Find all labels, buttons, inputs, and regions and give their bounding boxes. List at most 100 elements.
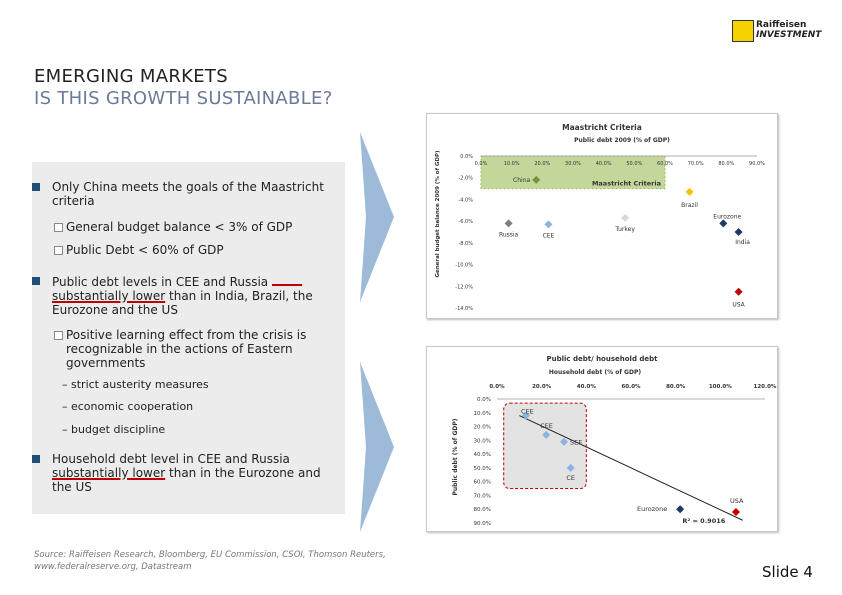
- cee-highlight-region: [503, 402, 587, 490]
- point-label: Eurozone: [713, 213, 741, 220]
- y-tick-label: 80.0%: [474, 507, 491, 513]
- sub-bullet-marker: [54, 331, 63, 340]
- x-tick-label: 60.0%: [621, 384, 641, 390]
- bullet-2: Public debt levels in CEE and Russia sub…: [52, 274, 342, 317]
- y-tick-label: 50.0%: [474, 466, 491, 472]
- x-tick-label: 40.0%: [577, 384, 597, 390]
- x-tick-label: 100.0%: [709, 384, 732, 390]
- x-tick-label: 90.0%: [749, 161, 765, 167]
- point-label: Eurozone: [637, 505, 667, 513]
- point-label: USA: [732, 302, 745, 309]
- dash-item-1: – strict austerity measures: [62, 378, 209, 391]
- y-axis-label: General budget balance 2009 (% of GDP): [435, 150, 441, 278]
- underline-gap: [272, 274, 302, 286]
- bullet-2-text-a: Public debt levels in CEE and Russia: [52, 275, 269, 289]
- sub-bullet-marker: [54, 246, 63, 255]
- point-label: SEE: [570, 439, 582, 447]
- debt-chart-frame: Public debt/ household debt Household de…: [426, 346, 778, 532]
- chart-title: Maastricht Criteria: [562, 123, 642, 132]
- slide-number: Slide 4: [762, 563, 813, 581]
- x-tick-label: 60.0%: [657, 161, 673, 167]
- x-tick-label: 0.0%: [489, 384, 505, 390]
- y-axis-label: Public debt (% of GDP): [452, 418, 459, 495]
- arrow-right-icon: [360, 362, 394, 532]
- point-label: CE: [566, 474, 575, 482]
- region-label: Maastricht Criteria: [592, 180, 661, 188]
- data-point: [621, 213, 630, 222]
- point-label: USA: [730, 497, 744, 505]
- point-label: China: [513, 177, 530, 184]
- chart-title: Public debt/ household debt: [546, 355, 658, 363]
- y-tick-label: 70.0%: [474, 493, 491, 499]
- bullet-panel: Only China meets the goals of the Maastr…: [32, 162, 345, 514]
- y-tick-label: -12.0%: [455, 284, 473, 290]
- data-point: [504, 219, 513, 228]
- x-tick-label: 80.0%: [718, 161, 734, 167]
- data-point: [734, 228, 743, 236]
- y-tick-label: 20.0%: [474, 425, 491, 431]
- bullet-1-sub-2: Public Debt < 60% of GDP: [66, 243, 224, 257]
- point-label: CEE: [521, 408, 534, 416]
- data-point: [685, 187, 694, 196]
- y-tick-label: 90.0%: [474, 521, 491, 527]
- logo-mark-icon: [732, 20, 754, 42]
- logo-line2: INVESTMENT: [756, 30, 822, 40]
- bullet-3-text-b: than in the Eurozone and the US: [52, 466, 321, 494]
- bullet-marker: [32, 277, 40, 285]
- bullet-2-sub-1: Positive learning effect from the crisis…: [66, 328, 307, 370]
- data-point: [719, 219, 728, 228]
- data-point: [676, 505, 685, 514]
- bullet-3-text-a: Household debt level in CEE and Russia: [52, 452, 290, 466]
- y-tick-label: 30.0%: [474, 438, 491, 444]
- data-point: [731, 507, 740, 516]
- x-tick-label: 70.0%: [688, 161, 704, 167]
- x-axis-label: Public debt 2009 (% of GDP): [574, 137, 670, 144]
- dash-item-3: – budget discipline: [62, 423, 166, 436]
- data-point: [560, 437, 568, 446]
- data-point: [566, 463, 575, 472]
- bullet-1: Only China meets the goals of the Maastr…: [52, 180, 324, 208]
- logo-line1: Raiffeisen: [756, 20, 807, 30]
- y-tick-label: -10.0%: [455, 263, 473, 269]
- r-squared-label: R² = 0.9016: [682, 517, 725, 525]
- bullet-1-sub-1: General budget balance < 3% of GDP: [66, 220, 293, 234]
- data-point: [532, 175, 541, 184]
- bullet-marker: [32, 183, 40, 191]
- bullet-2-highlight: substantially lower: [52, 289, 166, 303]
- source-note: Source: Raiffeisen Research, Bloomberg, …: [34, 549, 386, 573]
- point-label: Russia: [499, 231, 519, 238]
- arrow-right-icon: [360, 132, 394, 302]
- bullet-2-text-b: than in India, Brazil, the Eurozone and …: [52, 289, 313, 317]
- x-tick-label: 20.0%: [532, 384, 552, 390]
- bullet-3: Household debt level in CEE and Russia s…: [52, 452, 342, 494]
- data-point: [522, 411, 531, 420]
- maastricht-chart-frame: Maastricht Criteria Public debt 2009 (% …: [426, 113, 778, 319]
- point-label: CEE: [540, 422, 553, 430]
- maastricht-region: [480, 155, 666, 190]
- point-label: CEE: [543, 232, 555, 239]
- source-line-2: www.federalreserve.org, Datastream: [34, 562, 192, 572]
- y-tick-label: -4.0%: [458, 197, 473, 203]
- bullet-marker: [32, 455, 40, 463]
- x-tick-label: 0.0%: [475, 161, 488, 167]
- x-tick-label: 40.0%: [596, 161, 612, 167]
- y-tick-label: -2.0%: [458, 176, 473, 182]
- page-title: EMERGING MARKETS: [34, 66, 228, 87]
- point-label: India: [735, 239, 750, 246]
- x-tick-label: 120.0%: [754, 384, 777, 390]
- dash-item-2: – economic cooperation: [62, 400, 194, 413]
- x-tick-label: 10.0%: [504, 161, 520, 167]
- debt-chart: Public debt/ household debt Household de…: [452, 355, 777, 527]
- x-tick-label: 30.0%: [565, 161, 581, 167]
- y-tick-label: -8.0%: [458, 241, 473, 247]
- data-point: [734, 287, 743, 296]
- y-tick-label: 0.0%: [477, 397, 491, 403]
- y-tick-label: 40.0%: [474, 452, 491, 458]
- source-line-1: Source: Raiffeisen Research, Bloomberg, …: [34, 550, 386, 560]
- bullet-3-highlight: substantially lower: [52, 466, 166, 480]
- y-tick-label: 0.0%: [460, 154, 473, 160]
- x-tick-label: 50.0%: [626, 161, 642, 167]
- trendline: [519, 415, 743, 521]
- page-subtitle: IS THIS GROWTH SUSTAINABLE?: [34, 88, 333, 109]
- y-tick-label: -14.0%: [455, 306, 473, 312]
